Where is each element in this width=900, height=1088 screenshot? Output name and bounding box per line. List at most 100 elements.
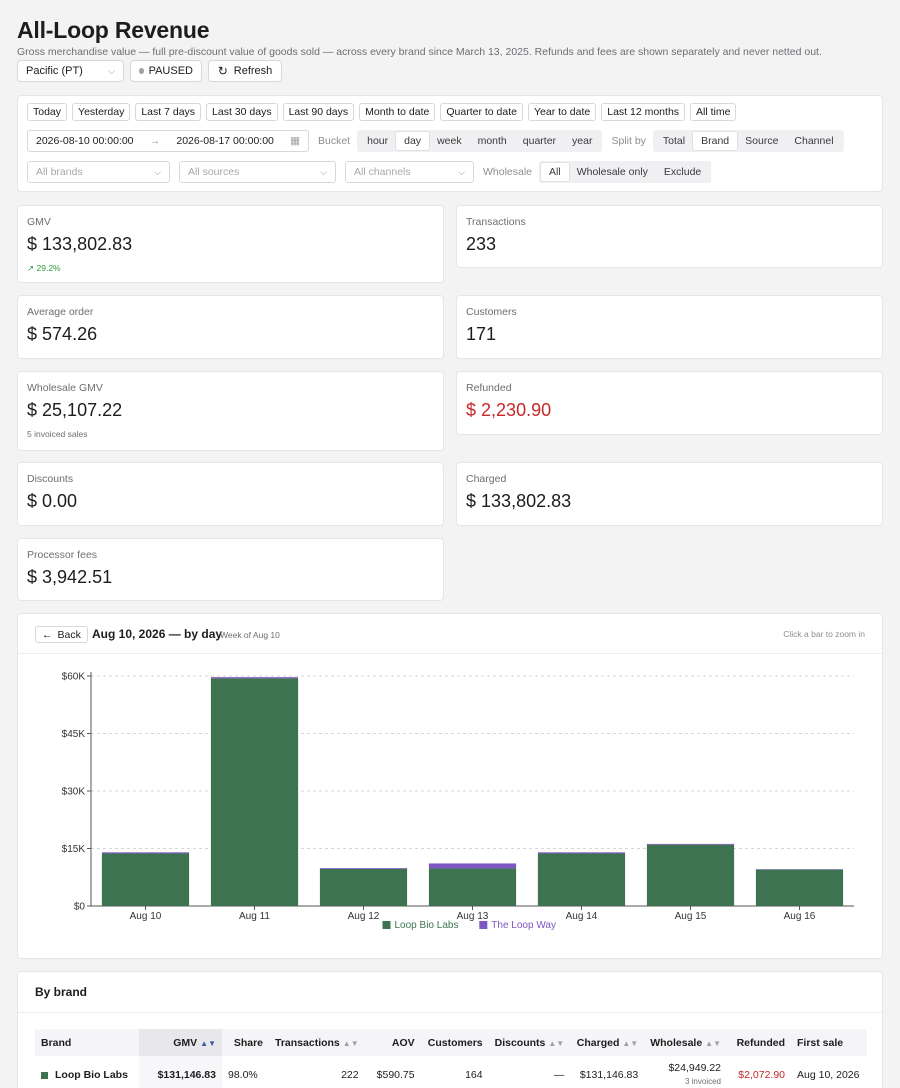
- col-wholesale[interactable]: Wholesale ▲▼: [644, 1029, 728, 1056]
- metric-label: Wholesale GMV: [27, 382, 103, 394]
- table-title: By brand: [35, 985, 88, 999]
- wholesale-note: 3 invoiced: [684, 1077, 722, 1086]
- bucket-day[interactable]: day: [396, 132, 430, 150]
- refresh-button[interactable]: ↻ Refresh: [208, 60, 282, 82]
- sources-select[interactable]: All sources ⌵: [179, 161, 336, 183]
- bar-loop-bio-labs[interactable]: [319, 868, 408, 906]
- preset-last-30-days[interactable]: Last 30 days: [206, 103, 278, 121]
- preset-row: Today Yesterday Last 7 days Last 30 days…: [27, 103, 737, 121]
- bar-loop-bio-labs[interactable]: [755, 869, 844, 906]
- currency-symbol: $: [27, 491, 38, 511]
- bar-loop-bio-labs[interactable]: [646, 844, 735, 906]
- y-tick-label: $45K: [62, 729, 86, 740]
- preset-quarter-to-date[interactable]: Quarter to date: [440, 103, 523, 121]
- bucket-quarter[interactable]: quarter: [522, 135, 557, 147]
- date-range-picker[interactable]: 2026-08-10 00:00:00 → 2026-08-17 00:00:0…: [27, 130, 309, 152]
- split-segmented: Total Brand Source Channel: [652, 130, 844, 152]
- preset-month-to-date[interactable]: Month to date: [359, 103, 436, 121]
- wholesale-only[interactable]: Wholesale only: [576, 166, 648, 178]
- bucket-month[interactable]: month: [477, 135, 507, 147]
- sort-icon[interactable]: ▲▼: [342, 1038, 359, 1048]
- currency-symbol: $: [27, 234, 38, 254]
- preset-last-7-days[interactable]: Last 7 days: [135, 103, 202, 121]
- channels-select[interactable]: All channels ⌵: [345, 161, 474, 183]
- bar-the-loop-way[interactable]: [537, 852, 626, 854]
- split-channel[interactable]: Channel: [794, 135, 834, 147]
- col-first-sale[interactable]: First sale: [791, 1029, 867, 1056]
- timezone-select[interactable]: Pacific (PT) ⌵: [17, 60, 124, 82]
- col-customers[interactable]: Customers: [420, 1029, 489, 1056]
- currency-symbol: $: [466, 400, 477, 420]
- back-button[interactable]: ← Back: [35, 626, 88, 643]
- col-gmv-label: GMV: [173, 1036, 198, 1049]
- col-gmv[interactable]: GMV ▲▼: [139, 1029, 222, 1056]
- wholesale-segmented: All Wholesale only Exclude: [539, 161, 712, 183]
- bar-loop-bio-labs[interactable]: [537, 853, 626, 906]
- sort-desc-icon[interactable]: ▲▼: [200, 1038, 216, 1048]
- wholesale-amount: $24,949.22: [668, 1062, 722, 1074]
- preset-last-90-days[interactable]: Last 90 days: [282, 103, 355, 121]
- preset-last-12-months[interactable]: Last 12 months: [601, 103, 686, 121]
- refresh-label: Refresh: [233, 65, 273, 77]
- metric-value: $ 574.26: [27, 324, 97, 345]
- wholesale-all[interactable]: All: [541, 163, 569, 181]
- table-row[interactable]: Loop Bio Labs $131,146.83 98.0% 222 $590…: [35, 1056, 867, 1088]
- split-brand[interactable]: Brand: [693, 132, 738, 150]
- metric-label: Refunded: [466, 382, 512, 394]
- chevron-down-icon: ⌵: [458, 166, 465, 177]
- divider: [18, 1012, 882, 1013]
- sort-icon[interactable]: ▲▼: [548, 1038, 565, 1048]
- wholesale-exclude[interactable]: Exclude: [663, 166, 702, 178]
- bar-the-loop-way[interactable]: [646, 843, 735, 845]
- bucket-week[interactable]: week: [437, 135, 462, 147]
- calendar-icon[interactable]: ▦: [290, 135, 300, 147]
- col-refunded[interactable]: Refunded: [727, 1029, 792, 1056]
- status-toggle[interactable]: PAUSED: [130, 60, 202, 82]
- col-charged-label: Charged: [576, 1036, 620, 1049]
- bar-the-loop-way[interactable]: [101, 852, 190, 854]
- col-discounts[interactable]: Discounts ▲▼: [488, 1029, 571, 1056]
- metric-label: Transactions: [466, 216, 526, 228]
- metric-number: 133,802.83: [42, 234, 133, 254]
- cell-gmv: $131,146.83: [139, 1056, 222, 1088]
- bar-loop-bio-labs[interactable]: [101, 853, 190, 906]
- timezone-value: Pacific (PT): [26, 65, 83, 77]
- col-aov[interactable]: AOV: [364, 1029, 421, 1056]
- date-from[interactable]: 2026-08-10 00:00:00: [36, 135, 134, 147]
- preset-today[interactable]: Today: [27, 103, 68, 121]
- bucket-hour[interactable]: hour: [367, 135, 389, 147]
- metric-value: $ 133,802.83: [27, 234, 132, 255]
- page-header: All-Loop Revenue Gross merchandise value…: [17, 16, 887, 58]
- page-title: All-Loop Revenue: [17, 17, 210, 43]
- metric-number: 133,802.83: [481, 491, 572, 511]
- x-tick-label: Aug 12: [348, 911, 380, 922]
- preset-year-to-date[interactable]: Year to date: [527, 103, 597, 121]
- y-tick-label: $60K: [62, 672, 86, 683]
- col-share[interactable]: Share: [222, 1029, 269, 1056]
- col-charged[interactable]: Charged ▲▼: [570, 1029, 645, 1056]
- preset-yesterday[interactable]: Yesterday: [72, 103, 131, 121]
- arrow-right-icon: →: [149, 135, 161, 147]
- metric-label: Charged: [466, 473, 507, 485]
- bar-loop-bio-labs[interactable]: [428, 868, 517, 906]
- split-source[interactable]: Source: [745, 135, 779, 147]
- metric-number: 574.26: [42, 324, 98, 344]
- bar-the-loop-way[interactable]: [210, 677, 299, 679]
- split-total[interactable]: Total: [662, 135, 686, 147]
- preset-all-time[interactable]: All time: [690, 103, 737, 121]
- select-row: All brands ⌵ All sources ⌵ All channels …: [27, 161, 712, 183]
- bar-the-loop-way[interactable]: [428, 863, 517, 869]
- sort-icon[interactable]: ▲▼: [622, 1038, 639, 1048]
- bucket-year[interactable]: year: [572, 135, 593, 147]
- metric-charged: Charged $ 133,802.83: [456, 462, 883, 526]
- col-brand[interactable]: Brand: [35, 1029, 139, 1056]
- metric-value: 171: [466, 324, 497, 344]
- brands-placeholder: All brands: [36, 166, 83, 178]
- cell-aov: $590.75: [376, 1069, 415, 1081]
- sort-icon[interactable]: ▲▼: [705, 1038, 722, 1048]
- brands-select[interactable]: All brands ⌵: [27, 161, 170, 183]
- col-transactions[interactable]: Transactions ▲▼: [269, 1029, 365, 1056]
- bar-loop-bio-labs[interactable]: [210, 678, 299, 906]
- bar-the-loop-way[interactable]: [319, 868, 408, 869]
- date-to[interactable]: 2026-08-17 00:00:00: [176, 135, 274, 147]
